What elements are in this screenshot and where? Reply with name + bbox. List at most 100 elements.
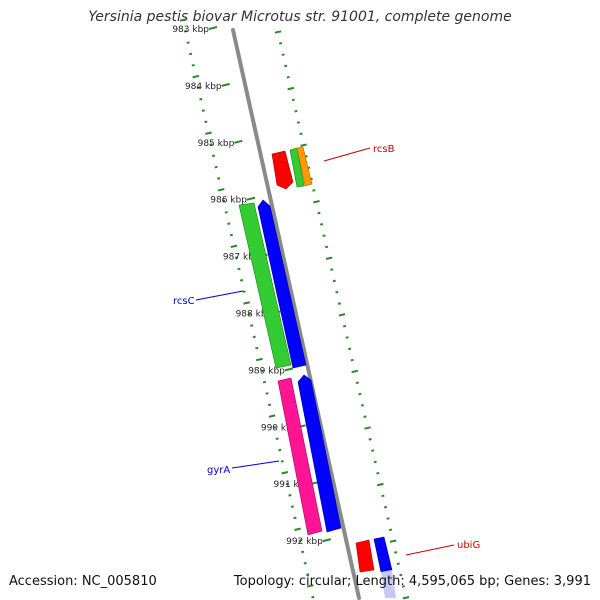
minor-tick	[255, 346, 259, 350]
kbp-major-tick	[246, 196, 256, 201]
major-tick	[243, 301, 250, 305]
leader-line-ubiG	[405, 544, 455, 556]
kbp-tick-label: 989 kbp	[248, 366, 285, 376]
minor-tick	[330, 268, 334, 271]
minor-tick	[322, 234, 326, 237]
minor-tick	[265, 392, 269, 395]
gene-feature-gyrA-cds[interactable]	[297, 374, 342, 533]
gene-feature-rcsC-cds[interactable]	[257, 199, 307, 369]
gene-label-ubiG[interactable]: ubiG	[457, 540, 480, 551]
leader-line-rcsC	[195, 290, 244, 301]
minor-tick	[280, 460, 284, 463]
leader-line-rcsB	[323, 147, 371, 162]
minor-tick	[229, 233, 233, 237]
minor-tick	[291, 98, 295, 102]
minor-tick	[281, 53, 285, 56]
minor-tick	[222, 199, 226, 203]
reverse-strand-features	[238, 199, 342, 536]
minor-tick	[311, 595, 315, 599]
minor-tick	[209, 143, 213, 146]
map-title: Yersinia pestis biovar Microtus str. 910…	[88, 9, 512, 25]
minor-tick	[371, 449, 375, 452]
minor-tick	[273, 426, 277, 429]
gene-label-rcsC[interactable]: rcsC	[173, 296, 195, 307]
minor-tick	[224, 211, 228, 214]
minor-tick	[368, 438, 372, 441]
gene-labels: rcsB rcsC gyrA ubiG	[173, 144, 480, 556]
minor-tick	[332, 279, 336, 283]
gene-feature-rcsB-gene[interactable]	[289, 147, 305, 188]
kbp-tick-label: 990 kbp	[261, 423, 298, 433]
minor-tick	[363, 415, 367, 418]
kbp-major-tick	[208, 26, 218, 30]
gene-feature-gyrA-gene[interactable]	[277, 377, 323, 536]
minor-tick	[217, 177, 221, 180]
minor-tick	[211, 154, 216, 158]
gene-feature-rcsC-gene[interactable]	[238, 202, 292, 369]
forward-strand-features	[271, 146, 396, 598]
major-tick	[205, 131, 212, 135]
minor-tick	[394, 551, 398, 554]
minor-tick	[388, 528, 393, 532]
gene-label-gyrA[interactable]: gyrA	[207, 465, 230, 476]
major-tick	[274, 30, 282, 34]
minor-tick	[381, 494, 385, 498]
minor-tick	[290, 505, 295, 508]
minor-tick	[201, 109, 205, 112]
accession-text: Accession: NC_005810	[9, 574, 157, 589]
minor-tick	[242, 290, 246, 293]
minor-tick	[237, 267, 241, 271]
minor-tick	[348, 347, 352, 351]
major-tick	[325, 256, 333, 260]
minor-tick	[260, 369, 264, 373]
minor-tick	[312, 189, 316, 192]
kbp-tick-label: 984 kbp	[185, 82, 222, 92]
tick-rail-left	[179, 18, 315, 599]
major-tick	[364, 426, 371, 430]
kbp-tick-label: 991 kbp	[274, 480, 311, 490]
kbp-tick-label: 983 kbp	[172, 25, 209, 35]
leader-line-gyrA	[231, 460, 280, 469]
kbp-scale: 983 kbp 984 kbp 985 kbp 986 kbp 987 kbp 988 k…	[172, 25, 332, 547]
minor-tick	[285, 482, 289, 486]
kbp-tick-label: 986 kbp	[210, 196, 247, 206]
minor-tick	[189, 52, 193, 56]
minor-tick	[204, 120, 208, 124]
minor-tick	[337, 302, 341, 305]
minor-tick	[376, 471, 380, 475]
gene-feature-ubiG-gene[interactable]	[373, 536, 393, 573]
kbp-tick-label: 992 kbp	[286, 537, 323, 547]
minor-tick	[317, 211, 321, 215]
kbp-tick-label: 985 kbp	[198, 139, 235, 149]
major-tick	[294, 527, 301, 531]
minor-tick	[239, 279, 244, 282]
minor-tick	[383, 505, 388, 509]
minor-tick	[306, 573, 310, 576]
minor-tick	[250, 324, 254, 327]
minor-tick	[196, 86, 200, 90]
major-tick	[389, 539, 397, 543]
minor-tick	[386, 517, 390, 520]
minor-tick	[278, 42, 283, 45]
major-tick	[268, 414, 276, 418]
gene-feature-rcsB-cds[interactable]	[271, 150, 294, 190]
gene-feature-ubiG-faint	[381, 570, 396, 598]
minor-tick	[325, 245, 329, 249]
kbp-tick-label: 987 kbp	[223, 253, 260, 263]
minor-tick	[350, 358, 354, 362]
gene-label-rcsB[interactable]: rcsB	[373, 144, 395, 155]
minor-tick	[293, 516, 297, 520]
gene-feature-ubiG-cds[interactable]	[355, 539, 375, 573]
minor-tick	[227, 222, 231, 225]
major-tick	[192, 74, 200, 79]
kbp-tick-label: 988 kbp	[236, 310, 273, 320]
minor-tick	[234, 256, 239, 259]
major-tick	[230, 244, 238, 249]
gene-feature-rcsB-extra[interactable]	[296, 146, 313, 187]
kbp-major-tick	[234, 139, 243, 144]
genome-summary-text: Topology: circular; Length: 4,595,065 bp…	[233, 574, 591, 589]
minor-tick	[262, 380, 267, 384]
major-tick	[300, 143, 307, 147]
major-tick	[402, 596, 410, 600]
